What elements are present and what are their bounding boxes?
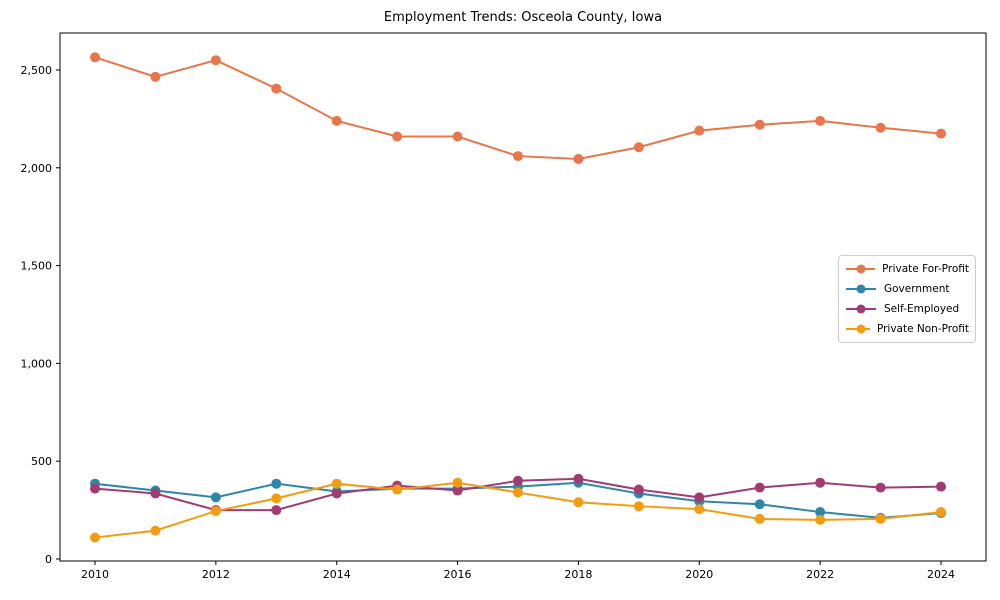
- legend: Private For-Profit Government Self-Employe…: [838, 255, 976, 343]
- series-line-private-for-profit: [94, 56, 942, 161]
- data-point-private-for-profit: [210, 55, 221, 66]
- x-tick-label: 2018: [564, 568, 592, 581]
- data-point-private-for-profit: [633, 142, 644, 153]
- legend-label: Private Non-Profit: [876, 323, 969, 335]
- data-point-self-employed: [150, 488, 161, 499]
- data-point-private-non-profit: [633, 501, 644, 512]
- data-point-private-for-profit: [875, 122, 886, 133]
- plot-border: [59, 32, 987, 562]
- data-point-private-non-profit: [90, 532, 100, 543]
- data-point-government: [815, 507, 826, 518]
- data-point-self-employed: [513, 475, 524, 486]
- data-point-private-non-profit: [815, 514, 826, 525]
- data-point-private-non-profit: [210, 506, 221, 517]
- x-tick-label: 2022: [806, 568, 834, 581]
- legend-swatch-icon: [846, 324, 870, 334]
- data-point-self-employed: [694, 492, 705, 503]
- data-point-private-for-profit: [150, 71, 161, 82]
- data-point-private-non-profit: [694, 504, 705, 515]
- y-tick-label: 2,500: [21, 64, 53, 77]
- y-tick-label: 1,500: [21, 260, 53, 273]
- data-point-government: [210, 492, 221, 503]
- x-tick-label: 2020: [685, 568, 713, 581]
- y-tick-label: 500: [31, 455, 52, 468]
- data-point-private-for-profit: [694, 125, 705, 136]
- x-tick-label: 2010: [81, 568, 109, 581]
- data-point-self-employed: [936, 481, 947, 492]
- x-tick-label: 2024: [927, 568, 955, 581]
- data-point-self-employed: [271, 505, 282, 516]
- legend-item-private-for-profit: Private For-Profit: [845, 263, 969, 275]
- data-point-self-employed: [754, 482, 765, 493]
- legend-label: Private For-Profit: [882, 263, 969, 275]
- data-point-private-for-profit: [573, 153, 584, 164]
- data-point-private-non-profit: [392, 484, 403, 495]
- y-tick-label: 0: [45, 553, 52, 566]
- data-point-self-employed: [815, 477, 826, 488]
- data-point-private-for-profit: [754, 119, 765, 130]
- y-tick-label: 2,000: [21, 162, 53, 175]
- data-point-private-non-profit: [452, 477, 463, 488]
- data-point-private-non-profit: [271, 493, 282, 504]
- legend-label: Government: [884, 283, 950, 295]
- legend-item-private-non-profit: Private Non-Profit: [845, 323, 969, 335]
- data-point-private-for-profit: [936, 128, 947, 139]
- data-point-private-non-profit: [875, 513, 886, 524]
- legend-swatch-icon: [846, 284, 876, 294]
- data-point-government: [754, 499, 765, 510]
- x-tick-label: 2012: [202, 568, 230, 581]
- data-point-self-employed: [875, 482, 886, 493]
- data-point-self-employed: [331, 488, 342, 499]
- data-point-private-non-profit: [573, 497, 584, 508]
- data-point-private-for-profit: [815, 115, 826, 126]
- x-tick-label: 2016: [444, 568, 472, 581]
- y-tick-label: 1,000: [21, 357, 53, 370]
- data-point-self-employed: [452, 485, 463, 496]
- data-point-private-non-profit: [331, 478, 342, 489]
- data-point-self-employed: [573, 473, 584, 484]
- legend-item-self-employed: Self-Employed: [845, 303, 969, 315]
- chart-title: Employment Trends: Osceola County, Iowa: [383, 10, 663, 25]
- data-point-private-for-profit: [271, 83, 282, 94]
- data-point-private-for-profit: [392, 131, 403, 142]
- data-point-private-non-profit: [754, 513, 765, 524]
- data-point-private-non-profit: [150, 525, 161, 536]
- legend-label: Self-Employed: [884, 303, 960, 315]
- data-point-private-for-profit: [452, 131, 463, 142]
- data-point-government: [271, 478, 282, 489]
- legend-item-government: Government: [845, 283, 969, 295]
- data-point-private-for-profit: [513, 151, 524, 162]
- x-tick-label: 2014: [323, 568, 351, 581]
- data-point-self-employed: [633, 484, 644, 495]
- data-point-self-employed: [90, 483, 100, 494]
- legend-swatch-icon: [846, 304, 876, 314]
- data-point-private-non-profit: [936, 507, 947, 518]
- legend-swatch-icon: [846, 264, 876, 274]
- data-point-private-for-profit: [90, 52, 100, 63]
- data-point-private-for-profit: [331, 115, 342, 126]
- data-point-private-non-profit: [513, 487, 524, 498]
